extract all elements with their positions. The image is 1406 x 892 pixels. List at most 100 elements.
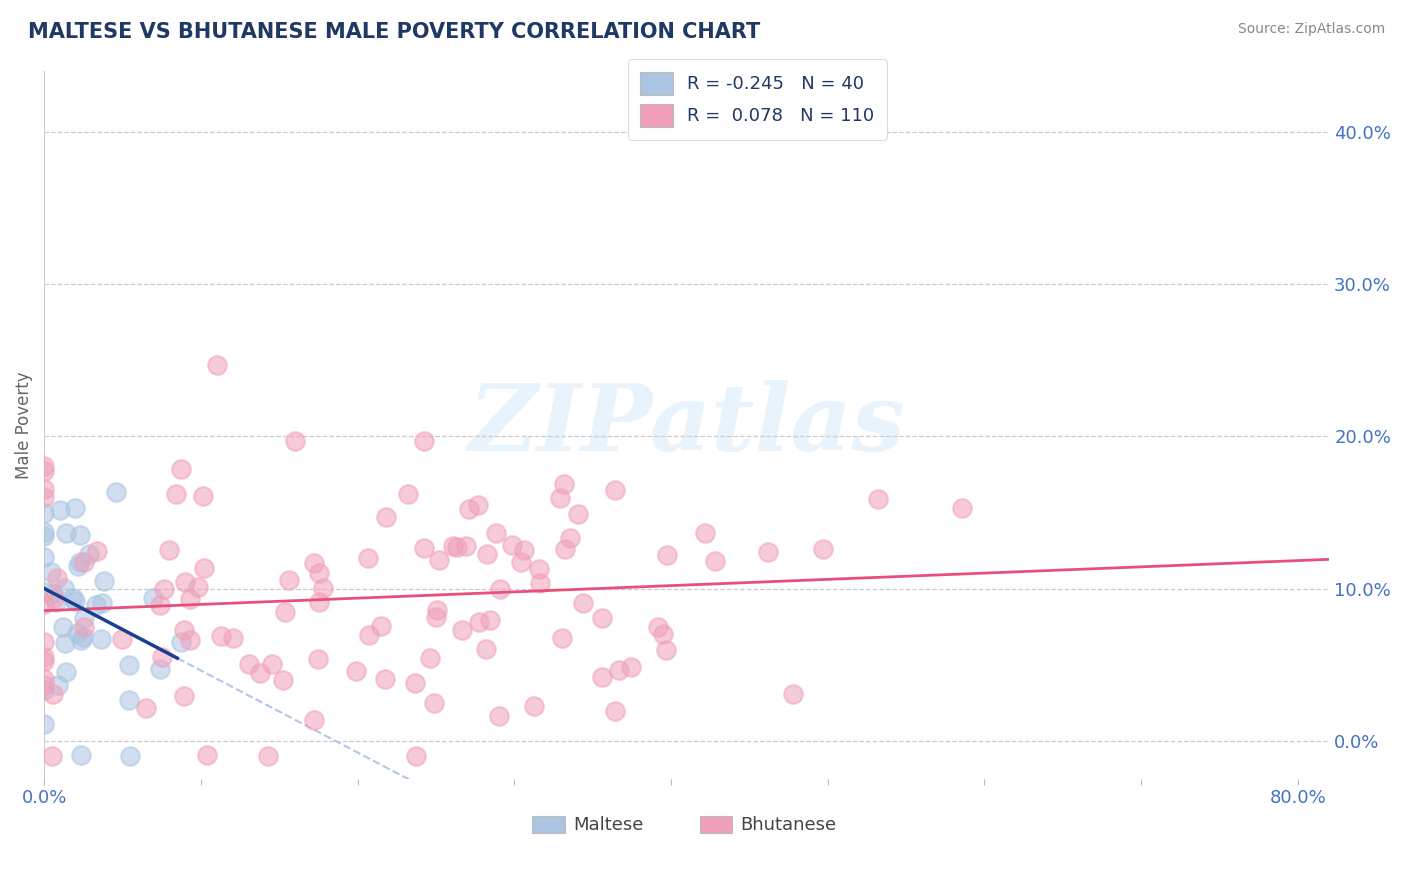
Point — [374, 672, 396, 686]
Point — [32, 585, 55, 599]
Point — [478, 613, 501, 627]
Point — [63, 500, 86, 515]
Point — [32, 459, 55, 474]
Text: Source: ZipAtlas.com: Source: ZipAtlas.com — [1237, 22, 1385, 37]
Point — [756, 545, 779, 559]
Point — [567, 507, 589, 521]
Point — [284, 434, 307, 449]
Point — [118, 693, 141, 707]
Point — [271, 673, 294, 687]
Point — [426, 603, 449, 617]
Point — [603, 704, 626, 718]
Point — [32, 490, 55, 504]
Point — [32, 549, 55, 564]
Point — [209, 629, 232, 643]
Point — [32, 482, 55, 496]
Point — [32, 464, 55, 478]
Point — [72, 630, 94, 644]
Point — [527, 562, 550, 576]
Point — [69, 555, 91, 569]
Point — [501, 538, 523, 552]
Point — [548, 491, 571, 505]
Point — [32, 597, 55, 611]
Point — [77, 548, 100, 562]
FancyBboxPatch shape — [700, 816, 731, 833]
Point — [93, 574, 115, 588]
Point — [39, 565, 62, 579]
Point — [62, 591, 84, 605]
Point — [150, 649, 173, 664]
Point — [620, 660, 643, 674]
Point — [135, 701, 157, 715]
Point — [42, 687, 65, 701]
Point — [73, 610, 96, 624]
Point — [55, 525, 77, 540]
Point — [90, 596, 112, 610]
FancyBboxPatch shape — [533, 816, 565, 833]
Point — [510, 555, 533, 569]
Point — [55, 665, 77, 680]
Text: Maltese: Maltese — [574, 816, 644, 834]
Point — [475, 547, 498, 561]
Point — [811, 541, 834, 556]
Point — [173, 623, 195, 637]
Point — [370, 619, 392, 633]
Point — [173, 689, 195, 703]
Point — [149, 662, 172, 676]
Point — [32, 717, 55, 731]
Point — [157, 543, 180, 558]
Point — [302, 713, 325, 727]
Point — [458, 501, 481, 516]
Point — [66, 558, 89, 573]
Point — [651, 627, 673, 641]
Point — [529, 575, 551, 590]
Point — [165, 487, 187, 501]
Point — [591, 611, 613, 625]
Point — [553, 477, 575, 491]
Point — [489, 582, 512, 597]
Point — [32, 649, 55, 664]
Point — [413, 434, 436, 449]
Point — [32, 634, 55, 648]
Point — [866, 491, 889, 506]
Point — [32, 529, 55, 543]
Point — [32, 524, 55, 539]
Point — [86, 544, 108, 558]
Point — [273, 605, 295, 619]
Point — [277, 573, 299, 587]
Point — [308, 595, 330, 609]
Point — [32, 677, 55, 691]
Point — [475, 642, 498, 657]
Point — [446, 540, 468, 554]
Point — [52, 581, 75, 595]
Point — [69, 527, 91, 541]
Point — [302, 556, 325, 570]
Point — [307, 652, 329, 666]
Y-axis label: Male Poverty: Male Poverty — [15, 371, 32, 479]
Point — [571, 596, 593, 610]
Point — [782, 688, 804, 702]
Point — [558, 531, 581, 545]
Point — [120, 748, 142, 763]
Text: Bhutanese: Bhutanese — [741, 816, 837, 834]
Point — [170, 462, 193, 476]
Point — [396, 486, 419, 500]
Point — [118, 658, 141, 673]
Point — [66, 626, 89, 640]
Legend: R = -0.245   N = 40, R =  0.078   N = 110: R = -0.245 N = 40, R = 0.078 N = 110 — [627, 59, 887, 140]
Point — [32, 654, 55, 668]
Point — [256, 748, 278, 763]
Point — [356, 550, 378, 565]
Point — [412, 541, 434, 555]
Point — [607, 663, 630, 677]
Point — [170, 635, 193, 649]
Point — [591, 670, 613, 684]
Point — [467, 498, 489, 512]
Point — [693, 525, 716, 540]
Point — [468, 615, 491, 630]
Point — [32, 683, 55, 698]
Point — [554, 542, 576, 557]
Point — [344, 664, 367, 678]
Point — [105, 485, 128, 500]
Point — [222, 631, 245, 645]
